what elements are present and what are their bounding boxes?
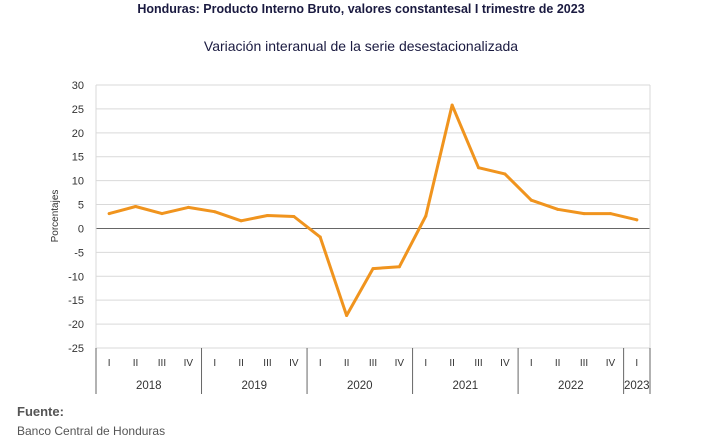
quarter-label: I <box>108 358 111 369</box>
data-point <box>371 267 375 271</box>
y-tick-label: -20 <box>68 319 84 331</box>
year-label: 2018 <box>136 380 162 392</box>
y-tick-label: 5 <box>78 200 84 212</box>
data-point <box>397 265 401 269</box>
quarter-label: IV <box>500 358 510 369</box>
year-label: 2019 <box>241 380 267 392</box>
y-tick-label: 0 <box>78 223 84 235</box>
year-label: 2022 <box>558 380 584 392</box>
data-point <box>529 198 533 202</box>
source-label: Fuente: <box>17 404 64 419</box>
data-point <box>160 212 164 216</box>
data-point <box>292 215 296 218</box>
quarter-label: I <box>530 358 533 369</box>
quarter-label: IV <box>395 358 405 369</box>
quarter-label: III <box>263 358 271 369</box>
data-point <box>134 204 138 208</box>
quarter-label: II <box>555 358 561 369</box>
quarter-label: IV <box>289 358 299 369</box>
quarter-label: II <box>238 358 244 369</box>
quarter-label: III <box>158 358 166 369</box>
year-label: 2020 <box>347 380 373 392</box>
y-tick-label: -15 <box>68 295 84 307</box>
y-tick-label: -5 <box>74 247 84 259</box>
data-point <box>477 166 481 170</box>
data-point <box>582 212 586 216</box>
quarter-label: III <box>580 358 588 369</box>
quarter-label: II <box>449 358 455 369</box>
year-label: 2021 <box>453 380 479 392</box>
y-tick-labels: 30 25 20 15 10 5 0 -5 -10 -15 -20 -25 <box>68 80 84 355</box>
data-point <box>556 207 560 211</box>
series-line <box>107 103 639 317</box>
quarter-label: I <box>424 358 427 369</box>
data-point <box>635 218 639 222</box>
data-point <box>265 214 269 218</box>
quarter-label: IV <box>606 358 616 369</box>
data-point <box>503 172 507 176</box>
quarter-label: I <box>635 358 638 369</box>
data-point <box>608 212 612 216</box>
quarter-label: I <box>213 358 216 369</box>
quarter-label: II <box>133 358 139 369</box>
quarter-label: III <box>369 358 377 369</box>
data-point <box>345 313 349 317</box>
chart-title: Honduras: Producto Interno Bruto, valore… <box>137 2 585 16</box>
grid-lines <box>95 84 651 349</box>
quarter-label: IV <box>184 358 194 369</box>
quarter-label: II <box>344 358 350 369</box>
y-axis-label: Porcentajes <box>50 190 61 243</box>
y-tick-label: 10 <box>72 176 84 188</box>
data-point <box>107 212 111 216</box>
data-point <box>213 210 217 214</box>
data-point <box>318 235 322 239</box>
y-tick-label: 30 <box>72 80 84 92</box>
data-point <box>450 103 454 107</box>
data-point <box>239 219 243 223</box>
y-tick-label: -25 <box>68 343 84 355</box>
y-tick-label: 20 <box>72 128 84 140</box>
y-tick-label: 15 <box>72 152 84 164</box>
year-label: 2023 <box>624 380 650 392</box>
data-point <box>186 205 190 209</box>
x-axis: I II III IV I II III IV I II III IV I II III IV I II III IV… <box>95 348 651 394</box>
quarter-label: III <box>474 358 482 369</box>
data-point <box>424 214 428 218</box>
quarter-label: I <box>319 358 322 369</box>
y-tick-label: 25 <box>72 104 84 116</box>
source-text: Banco Central de Honduras <box>17 424 166 438</box>
y-tick-label: -10 <box>68 271 84 283</box>
chart-subtitle: Variación interanual de la serie desesta… <box>203 38 519 54</box>
